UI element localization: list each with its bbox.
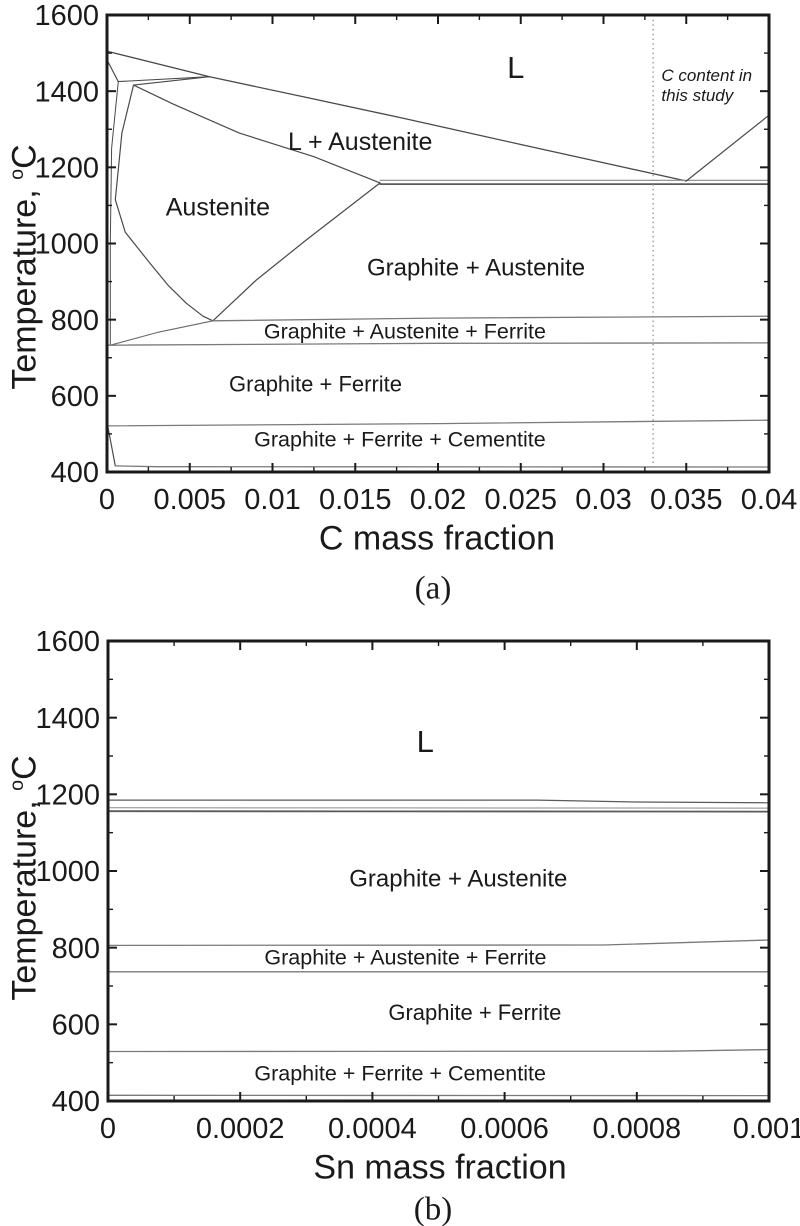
region-label-graphite-ferrite-cementite-b: Graphite + Ferrite + Cementite xyxy=(254,1062,546,1086)
boundary-a1-738-line-a xyxy=(106,342,770,346)
degree-symbol-b: o xyxy=(6,779,29,791)
x-tick-label-b: 0 xyxy=(100,1113,116,1145)
region-label-graphite-austenite-ferrite-b: Graphite + Austenite + Ferrite xyxy=(264,945,546,969)
boundary-a3-805-line-b xyxy=(107,939,770,947)
region-label-graphite-austenite-a: Graphite + Austenite xyxy=(367,255,585,282)
region-label-graphite-ferrite-a: Graphite + Ferrite xyxy=(229,372,402,397)
boundary-liquidus-line-b xyxy=(107,799,770,804)
region-label-l-b: L xyxy=(417,724,434,759)
boundary-gamma-loop-left-a xyxy=(114,84,214,322)
y-axis-title-a-unit: C xyxy=(5,144,44,169)
boundary-austenite-solidus-a xyxy=(132,84,381,184)
region-label-graphite-austenite-b: Graphite + Austenite xyxy=(349,865,567,892)
y-axis-title-b-unit: C xyxy=(5,755,44,780)
x-tick-label-a: 0 xyxy=(99,484,115,516)
boundary-line-528-a xyxy=(106,419,770,427)
x-tick-label-b: 0.0002 xyxy=(196,1113,285,1145)
y-axis-title-b-text: Temperature, xyxy=(5,790,44,1001)
y-axis-title-a: Temperature, oC xyxy=(6,144,45,389)
x-tick-label-a: 0.01 xyxy=(244,484,300,516)
boundary-acm-boundary-a xyxy=(212,182,381,322)
degree-symbol-a: o xyxy=(6,168,29,180)
region-label-austenite-a: Austenite xyxy=(166,194,270,222)
annotation-text-line-1: C content in xyxy=(661,66,752,85)
boundary-ferrite-cementite-left-a xyxy=(107,425,116,467)
region-label-graphite-austenite-ferrite-a: Graphite + Austenite + Ferrite xyxy=(264,320,546,344)
boundary-ferrite-wedge-top-a xyxy=(109,320,214,346)
y-tick-label-b: 1600 xyxy=(35,626,100,658)
y-tick-label-a: 1600 xyxy=(34,0,99,32)
y-tick-label-b: 600 xyxy=(52,1009,100,1041)
x-tick-label-a: 0.04 xyxy=(741,484,797,516)
y-tick-label-a: 1400 xyxy=(34,76,99,108)
y-tick-label-b: 1400 xyxy=(35,703,100,735)
y-tick-label-b: 800 xyxy=(52,933,100,965)
annotation-text-line-2: this study xyxy=(661,86,734,105)
boundary-liquidus-a xyxy=(106,50,687,182)
x-tick-label-a: 0.015 xyxy=(319,484,392,516)
y-tick-label-b: 1000 xyxy=(35,856,100,888)
x-axis-title-b: Sn mass fraction xyxy=(313,1148,567,1187)
boundary-a3-805-line-a xyxy=(212,315,770,322)
y-tick-label-a: 400 xyxy=(51,457,99,489)
region-label-graphite-ferrite-cementite-a: Graphite + Ferrite + Cementite xyxy=(254,427,546,451)
y-tick-label-a: 1200 xyxy=(34,152,99,184)
y-axis-title-b: Temperature, oC xyxy=(6,755,45,1000)
x-tick-label-a: 0.035 xyxy=(650,484,723,516)
boundary-ferrite-left-boundary-a xyxy=(109,81,119,346)
y-axis-title-a-text: Temperature, xyxy=(5,179,44,390)
x-tick-label-b: 0.0008 xyxy=(592,1113,681,1145)
y-tick-label-a: 600 xyxy=(51,381,99,413)
y-tick-label-b: 1200 xyxy=(35,779,100,811)
region-label-l-austenite-a: L + Austenite xyxy=(288,128,432,156)
x-tick-label-a: 0.03 xyxy=(575,484,631,516)
boundary-graphite-liquidus-a xyxy=(685,114,770,182)
x-axis-title-a: C mass fraction xyxy=(318,519,556,558)
boundary-line-528-b xyxy=(107,1048,770,1053)
subfigure-caption-b: (b) xyxy=(413,1191,453,1226)
x-tick-label-a: 0.025 xyxy=(484,484,557,516)
x-tick-label-b: 0.0006 xyxy=(460,1113,549,1145)
y-tick-label-a: 800 xyxy=(51,305,99,337)
x-tick-label-a: 0.005 xyxy=(153,484,226,516)
boundary-peritectic-upper-a xyxy=(117,76,211,83)
boundary-line-413-a xyxy=(114,465,770,468)
x-tick-label-b: 0.001 xyxy=(733,1113,800,1145)
region-label-l-a: L xyxy=(507,50,524,85)
y-tick-label-b: 400 xyxy=(52,1086,100,1118)
region-label-graphite-ferrite-b: Graphite + Ferrite xyxy=(388,1000,561,1025)
x-tick-label-b: 0.0004 xyxy=(328,1113,417,1145)
boundary-peritectic-lower-a xyxy=(132,76,211,86)
boundary-delta-solidus-a xyxy=(106,59,119,83)
x-tick-label-a: 0.02 xyxy=(410,484,466,516)
subfigure-caption-a: (a) xyxy=(414,570,452,607)
y-tick-label-a: 1000 xyxy=(34,229,99,261)
